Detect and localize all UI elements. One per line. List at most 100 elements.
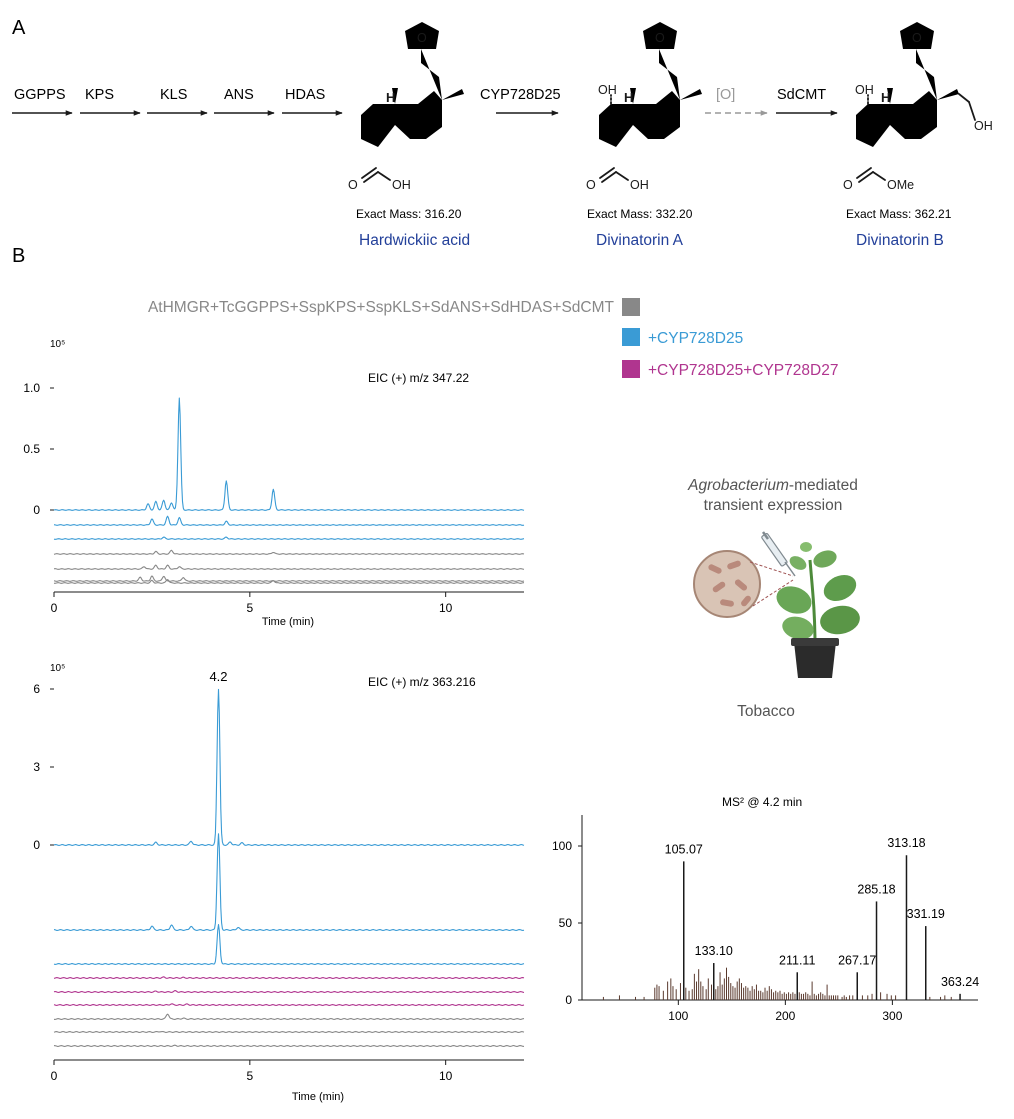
name-divinatorin-b: Divinatorin B xyxy=(856,232,944,249)
ms2-y-tick-label-2: 100 xyxy=(552,839,572,853)
legend: AtHMGR+TcGGPPS+SspKPS+SspKLS+SdANS+SdHDA… xyxy=(148,298,838,379)
trace-2 xyxy=(53,515,525,526)
mass-divinatorin-a: Exact Mass: 332.20 xyxy=(587,207,693,221)
ms2-labeled-peaks: 105.07 133.10 211.11 267.17 285.18 313.18 331.… xyxy=(665,836,979,1000)
enzyme-kps: KPS xyxy=(85,87,114,103)
trace-1 xyxy=(53,688,525,846)
legend-swatch-cyp728d25-d27 xyxy=(622,360,640,378)
ms2-x-tick-label-1: 200 xyxy=(775,1009,795,1023)
enzyme-hdas: HDAS xyxy=(285,87,325,103)
caption-agrobacterium: Agrobacterium xyxy=(687,477,789,494)
chrom2-x-ticks: 0 5 10 xyxy=(51,1060,453,1083)
ms2-y-tick-label-0: 0 xyxy=(565,993,572,1007)
carbonyl-oxygen: O xyxy=(348,178,358,192)
trace-1 xyxy=(53,397,525,511)
legend-label-cyp728d25: +CYP728D25 xyxy=(648,330,743,347)
structure-hardwickiic-acid: O H O OH xyxy=(348,22,464,192)
ms2-title: MS² @ 4.2 min xyxy=(722,795,802,809)
chrom2-title: EIC (+) m/z 363.216 xyxy=(368,675,476,689)
ms2-y-tick-label-1: 50 xyxy=(559,916,573,930)
caption-mediated: -mediated xyxy=(789,477,858,494)
trace-4 xyxy=(53,976,525,979)
tobacco-plant-icon xyxy=(776,542,860,678)
ms2-x-tick-label-0: 100 xyxy=(668,1009,688,1023)
chrom1-x-ticks: 0 5 10 xyxy=(51,592,453,615)
furan-oxygen: O xyxy=(417,31,427,45)
chrom2-y-ticks: 0 3 6 xyxy=(33,682,54,852)
ms2-peak-label-6: 331.19 xyxy=(907,907,945,921)
ms2-y-ticks: 0 50 100 xyxy=(552,839,582,1007)
trace-5 xyxy=(53,990,525,993)
trace-6 xyxy=(53,575,525,582)
enzyme-cyp728d25: CYP728D25 xyxy=(480,87,561,103)
structure-divinatorin-a: O H OH O OH xyxy=(586,22,702,192)
ms2-peak-label-1: 133.10 xyxy=(695,944,733,958)
chrom2-x-label: Time (min) xyxy=(292,1091,344,1103)
mass-divinatorin-b: Exact Mass: 362.21 xyxy=(846,207,952,221)
ch2oh-hydroxyl: OH xyxy=(974,119,993,133)
x-tick-label-0: 0 xyxy=(51,601,58,615)
ms2-peak-label-2: 211.11 xyxy=(779,953,815,967)
chrom2-y-exponent: 10⁵ xyxy=(50,663,65,674)
chrom2-peak-annotation: 4.2 xyxy=(209,669,227,684)
h10-label: H xyxy=(386,90,395,105)
tobacco-caption-line2: transient expression xyxy=(704,497,843,514)
panel-a-letter: A xyxy=(12,17,26,39)
carbonyl-oxygen: O xyxy=(586,178,596,192)
chrom1-y-ticks: 0 0.5 1.0 xyxy=(23,381,54,517)
chrom1-y-exponent: 10⁵ xyxy=(50,339,65,350)
enzyme-sdcmt: SdCMT xyxy=(777,87,826,103)
trace-5 xyxy=(53,564,525,570)
syringe-icon xyxy=(761,531,796,577)
y-tick-label-1: 0.5 xyxy=(23,442,40,456)
enzyme-ans: ANS xyxy=(224,87,254,103)
trace-3 xyxy=(53,924,525,965)
c1-hydroxyl: OH xyxy=(598,83,617,97)
h10-label: H xyxy=(881,90,890,105)
trace-3 xyxy=(53,536,525,540)
chrom1-traces xyxy=(53,397,525,584)
x-tick-label-2: 10 xyxy=(439,1069,453,1083)
ms2-x-tick-label-2: 300 xyxy=(882,1009,902,1023)
y-tick-label-0: 0 xyxy=(33,838,40,852)
enzyme-oxidation: [O] xyxy=(716,87,735,103)
acid-oh: OH xyxy=(392,178,411,192)
legend-label-base: AtHMGR+TcGGPPS+SspKPS+SspKLS+SdANS+SdHDA… xyxy=(148,299,615,316)
ms2-peak-label-5: 313.18 xyxy=(887,836,925,850)
chrom1-title: EIC (+) m/z 347.22 xyxy=(368,371,469,385)
ms2-x-ticks: 100 200 300 xyxy=(668,1000,903,1023)
ms2-peak-label-0: 105.07 xyxy=(665,842,703,856)
panel-b-letter: B xyxy=(12,245,25,267)
h10-label: H xyxy=(624,90,633,105)
y-tick-label-1: 3 xyxy=(33,760,40,774)
y-tick-label-2: 1.0 xyxy=(23,381,40,395)
y-tick-label-0: 0 xyxy=(33,503,40,517)
ms2-peak-label-4: 285.18 xyxy=(857,882,895,896)
trace-7 xyxy=(53,579,524,584)
ms2-spectrum: MS² @ 4.2 min 0 50 100 100 200 300 105.07 133… xyxy=(552,795,979,1023)
chromatogram-363: 10⁵ EIC (+) m/z 363.216 4.2 0 3 6 0 5 10 Tim… xyxy=(33,663,525,1103)
structure-divinatorin-b: O H OH OH O OMe xyxy=(843,22,993,192)
x-tick-label-1: 5 xyxy=(246,1069,253,1083)
enzyme-kls: KLS xyxy=(160,87,187,103)
trace-9 xyxy=(53,1044,525,1047)
trace-2 xyxy=(53,833,525,931)
chromatogram-347: 10⁵ EIC (+) m/z 347.22 0 0.5 1.0 0 5 10 Time… xyxy=(23,339,525,628)
chrom2-traces xyxy=(53,688,525,1047)
name-hardwickiic-acid: Hardwickiic acid xyxy=(359,232,470,249)
methyl-ester: OMe xyxy=(887,178,914,192)
tobacco-caption-line1: Agrobacterium-mediated xyxy=(687,477,858,494)
chrom1-x-label: Time (min) xyxy=(262,616,314,628)
trace-7 xyxy=(53,1013,525,1020)
legend-swatch-cyp728d25 xyxy=(622,328,640,346)
tobacco-illustration: Agrobacterium-mediated transient express… xyxy=(687,477,860,720)
legend-swatch-base xyxy=(622,298,640,316)
name-divinatorin-a: Divinatorin A xyxy=(596,232,684,249)
tobacco-label: Tobacco xyxy=(737,703,795,720)
mass-hardwickiic-acid: Exact Mass: 316.20 xyxy=(356,207,462,221)
pathway-steps: GGPPS KPS KLS ANS HDAS CYP728D25 [O] SdC… xyxy=(12,87,838,116)
furan-oxygen: O xyxy=(912,31,922,45)
enzyme-ggpps: GGPPS xyxy=(14,87,66,103)
x-tick-label-1: 5 xyxy=(246,601,253,615)
